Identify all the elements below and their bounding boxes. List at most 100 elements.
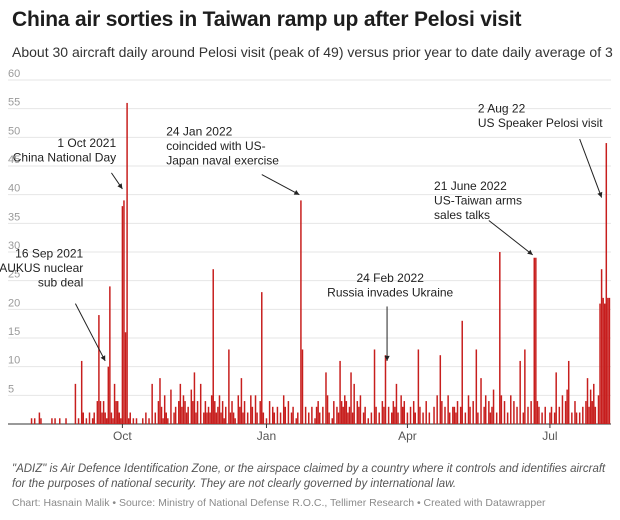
annotation-arrowhead xyxy=(597,191,603,198)
bar xyxy=(217,406,219,424)
bar xyxy=(159,378,161,424)
bar xyxy=(555,372,557,424)
annotation-leader-line xyxy=(579,138,603,198)
bar xyxy=(190,389,193,424)
bar xyxy=(292,406,294,424)
bar xyxy=(566,389,568,424)
y-tick-label: 45 xyxy=(8,154,20,166)
annotation-text: 16 Sep 2021 AUKUS nuclear sub deal xyxy=(0,247,84,290)
bar xyxy=(567,360,570,424)
annotation-arrowhead xyxy=(117,183,123,189)
bar xyxy=(564,401,567,424)
bar xyxy=(483,406,485,424)
bar xyxy=(276,406,279,424)
bar xyxy=(394,406,396,424)
bar xyxy=(541,412,543,424)
y-tick-label: 35 xyxy=(8,211,20,223)
bar xyxy=(391,412,393,424)
bar xyxy=(109,286,111,424)
bar xyxy=(578,412,581,424)
bar xyxy=(33,418,36,424)
bar xyxy=(308,412,310,424)
bar xyxy=(533,257,536,424)
annotation-text: 24 Jan 2022 coincided with US-Japan naval… xyxy=(166,125,279,168)
bar xyxy=(593,383,595,424)
bar xyxy=(105,418,108,424)
bar xyxy=(336,406,338,424)
annotation-text: 24 Feb 2022 Russia invades Ukraine xyxy=(327,271,453,300)
bar xyxy=(582,406,584,424)
bar xyxy=(519,360,521,424)
bar xyxy=(461,320,463,424)
bar xyxy=(196,401,199,424)
bar xyxy=(599,303,601,424)
bar xyxy=(232,412,235,424)
bar xyxy=(265,418,268,424)
bar xyxy=(400,395,402,424)
bar xyxy=(115,401,117,424)
bar xyxy=(370,412,373,424)
bar xyxy=(231,401,233,424)
bar xyxy=(243,401,246,424)
bar xyxy=(215,412,218,424)
bar xyxy=(406,412,409,424)
bar xyxy=(234,418,236,424)
bar xyxy=(163,395,166,424)
y-tick-label: 50 xyxy=(8,125,20,137)
bar xyxy=(209,412,211,424)
bar xyxy=(522,412,525,424)
chart-title: China air sorties in Taiwan ramp up afte… xyxy=(12,8,522,31)
bar xyxy=(589,389,592,424)
bar xyxy=(268,401,271,424)
bar xyxy=(112,418,114,424)
bar xyxy=(328,412,330,424)
bar xyxy=(132,418,135,424)
bar xyxy=(375,406,377,424)
bar xyxy=(544,406,546,424)
bar xyxy=(237,395,240,424)
bar xyxy=(436,395,438,424)
bar xyxy=(594,406,597,424)
bar xyxy=(162,418,164,424)
bar xyxy=(204,401,207,424)
bar xyxy=(558,406,561,424)
bar xyxy=(367,418,370,424)
bar xyxy=(184,401,186,424)
bar xyxy=(195,412,197,424)
bar xyxy=(591,401,593,424)
bar xyxy=(135,418,138,424)
bar xyxy=(347,412,349,424)
bar xyxy=(54,418,56,424)
bar xyxy=(77,418,80,424)
bar xyxy=(384,355,387,424)
bar xyxy=(425,401,427,424)
bar xyxy=(82,412,84,424)
bar xyxy=(499,252,501,424)
annotation: 24 Jan 2022 coincided with US-Japan naval… xyxy=(166,125,300,196)
bar xyxy=(412,401,415,424)
bar xyxy=(51,418,53,424)
bar xyxy=(340,401,343,424)
bar xyxy=(513,401,515,424)
annotation-leader-line xyxy=(488,220,534,256)
bar xyxy=(129,412,131,424)
bar xyxy=(588,406,590,424)
bar xyxy=(154,412,157,424)
bar xyxy=(401,406,404,424)
bar xyxy=(322,406,324,424)
bar xyxy=(59,418,61,424)
bar xyxy=(417,349,420,424)
bar xyxy=(538,406,540,424)
bar xyxy=(373,349,376,424)
bar xyxy=(455,412,457,424)
bar xyxy=(124,332,127,424)
bar xyxy=(85,418,88,424)
bar xyxy=(304,406,307,424)
bar xyxy=(170,389,172,424)
bar xyxy=(444,406,446,424)
bar xyxy=(477,412,479,424)
chart-footer: Chart: Hasnain Malik • Source: Ministry … xyxy=(12,497,546,509)
bar xyxy=(240,378,243,424)
bar xyxy=(207,406,210,424)
bar xyxy=(333,401,335,424)
